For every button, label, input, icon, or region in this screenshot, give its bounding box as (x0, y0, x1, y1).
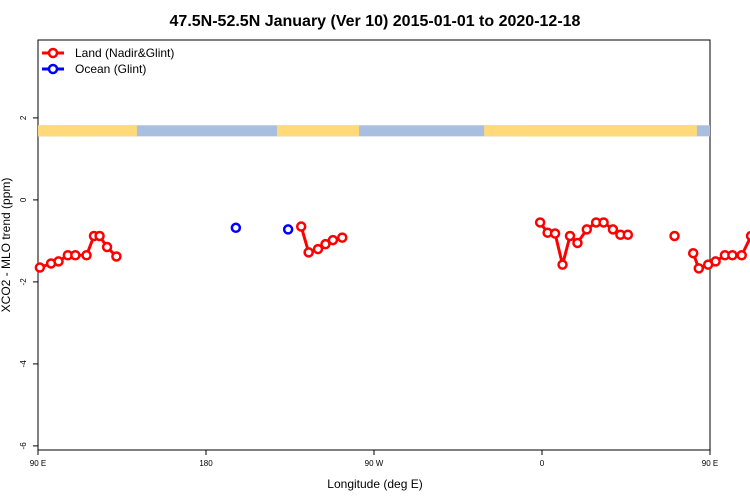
legend: Land (Nadir&Glint) Ocean (Glint) (42, 46, 174, 76)
data-point-land (81, 250, 92, 261)
data-point-land (295, 221, 307, 232)
data-point-land (534, 217, 546, 228)
legend-marker-land (47, 47, 59, 59)
data-point-land (327, 234, 339, 246)
data-point-land (53, 256, 64, 267)
data-point-land (607, 224, 619, 235)
chart-title: 47.5N-52.5N January (Ver 10) 2015-01-01 … (170, 13, 581, 30)
band-ocean (38, 125, 710, 137)
x-tick-label: 0 (540, 459, 545, 468)
data-point-land (687, 247, 699, 259)
data-point-land (303, 247, 314, 258)
data-point-land (572, 237, 583, 249)
data-point-land (727, 250, 738, 261)
x-tick-label: 90 E (30, 459, 46, 468)
x-tick-label: 180 (199, 459, 213, 468)
data-point-land (111, 251, 122, 262)
data-point-land (320, 238, 331, 250)
y-axis-label: XCO2 - MLO trend (ppm) (0, 178, 13, 313)
legend-item-ocean: Ocean (Glint) (42, 62, 146, 76)
band-land-span (56, 125, 81, 137)
data-point-land (745, 230, 750, 242)
data-point-land (736, 250, 747, 261)
legend-label-ocean: Ocean (Glint) (75, 62, 146, 76)
y-tick-label: -4 (19, 360, 28, 368)
data-point-land (557, 259, 568, 270)
data-point-land (549, 228, 561, 239)
data-point-land (710, 256, 721, 267)
band-land-span (525, 125, 697, 137)
x-axis-ticks: 90 E 180 90 W 0 90 E (30, 450, 718, 468)
y-tick-label: -6 (19, 442, 28, 450)
data-point-land (34, 262, 46, 273)
land-ocean-band (38, 125, 710, 137)
legend-marker-ocean (47, 63, 59, 75)
data-point-land (70, 250, 81, 261)
data-point-land (669, 230, 680, 242)
y-tick-label: -2 (19, 278, 28, 286)
data-point-land (337, 232, 348, 243)
plot-frame (37, 39, 711, 451)
band-land-span (38, 125, 137, 137)
legend-label-land: Land (Nadir&Glint) (75, 46, 174, 60)
data-point-land (598, 217, 609, 228)
data-point-ocean (230, 222, 242, 234)
x-axis-label: Longitude (deg E) (327, 477, 422, 491)
y-tick-label: 2 (19, 115, 28, 120)
y-tick-label: 0 (19, 197, 28, 202)
data-point-land (101, 241, 113, 253)
data-point-ocean (282, 224, 294, 235)
data-point-land (564, 230, 576, 242)
y-axis-ticks: -6 -4 -2 0 2 (19, 115, 38, 449)
x-tick-label: 90 W (365, 459, 384, 468)
data-point-land (622, 229, 634, 240)
data-point-land (94, 230, 105, 242)
band-land-span (276, 125, 360, 137)
legend-item-land: Land (Nadir&Glint) (42, 46, 174, 60)
data-point-land (581, 224, 593, 235)
series-layer (34, 217, 750, 274)
data-point-land (693, 263, 705, 274)
x-tick-label: 90 E (702, 459, 718, 468)
data-point-land (312, 243, 324, 255)
